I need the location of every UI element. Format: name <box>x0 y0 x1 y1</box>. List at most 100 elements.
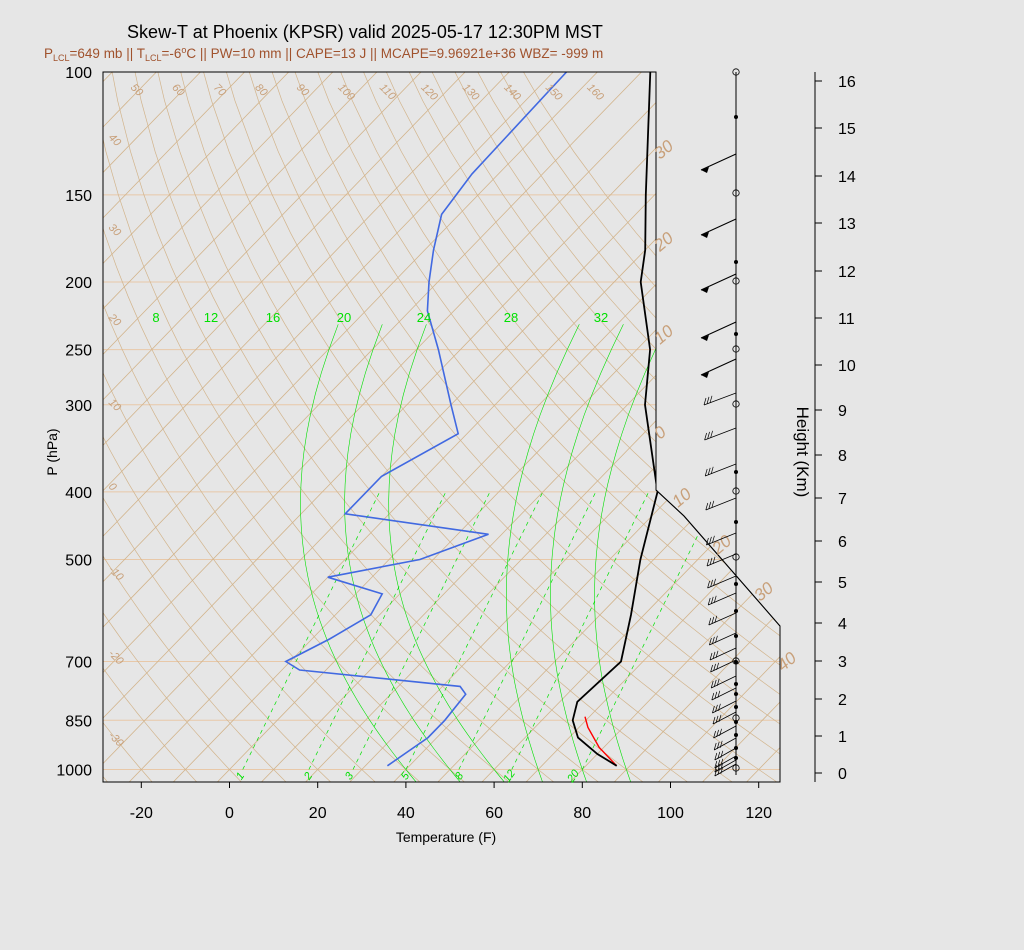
wind-barb-flag <box>707 580 710 589</box>
wind-barb-flag <box>708 617 712 626</box>
mixing-ratio-line <box>308 491 447 770</box>
isotherm-line <box>103 72 761 782</box>
wind-barb <box>706 532 737 546</box>
wind-barb <box>700 218 737 236</box>
moist-adiabat <box>550 324 624 782</box>
wind-barb-flag <box>716 678 720 686</box>
mixing-ratio-bottom-label: 1 <box>234 770 247 782</box>
wind-barb <box>704 427 737 441</box>
pressure-tick-label: 200 <box>65 275 92 292</box>
isotherm-line <box>965 40 1024 784</box>
wind-level-dot <box>734 582 738 586</box>
wind-barb-flag <box>712 716 716 725</box>
pressure-tick-label: 300 <box>65 398 92 415</box>
wind-barb-flag <box>711 500 715 508</box>
dry-adiabat <box>393 72 780 782</box>
dry-adiabat <box>103 72 289 782</box>
wind-level-circle <box>732 553 740 561</box>
dry-adiabat <box>0 40 20 784</box>
wind-barb-flag <box>704 468 708 477</box>
isotherm-line <box>103 72 365 782</box>
isotherm-line <box>523 72 780 782</box>
wind-barb <box>711 675 737 689</box>
wind-level-dot <box>734 470 738 474</box>
wind-barb-flag <box>706 558 710 567</box>
wind-barb-flag <box>709 395 713 403</box>
wind-barb-flag <box>712 636 715 644</box>
isotherm-line <box>1009 40 1024 784</box>
wind-level-circle <box>732 189 740 197</box>
dry-adiabat <box>305 72 780 782</box>
wind-barb-pennant <box>701 372 709 378</box>
wind-level-dot <box>734 634 738 638</box>
x-tick-label: 0 <box>225 805 234 822</box>
wind-barb-pennant <box>701 287 709 293</box>
mixing-ratio-top-label: 12 <box>204 310 218 325</box>
wind-barb-flag <box>717 690 721 698</box>
wind-barb <box>712 700 737 714</box>
wind-level-circle <box>732 277 740 285</box>
wind-barbs <box>700 68 740 777</box>
wind-barb-flag <box>705 502 709 511</box>
wind-barb-flag <box>710 579 713 587</box>
mixing-ratio-bottom-label: 12 <box>501 768 518 785</box>
mixing-ratio-top-label: 20 <box>337 310 351 325</box>
mixing-ratio-line <box>352 491 491 770</box>
pressure-tick-label: 400 <box>65 485 92 502</box>
dry-adiabat <box>103 72 200 782</box>
wind-barb-flag <box>713 578 716 586</box>
plot-frame <box>102 71 781 783</box>
wind-level-circle <box>732 487 740 495</box>
wind-barb-flag <box>718 714 722 722</box>
wind-barb-flag <box>719 740 723 748</box>
y-axis-label: P (hPa) <box>44 428 60 475</box>
wind-barb-flag <box>715 704 718 712</box>
wind-barb-flag <box>717 763 721 771</box>
isotherm-line <box>611 72 780 782</box>
wind-barb-flag <box>716 662 719 670</box>
wind-barb <box>713 725 737 739</box>
dry-adiabat <box>103 72 334 782</box>
wind-barb <box>708 592 737 606</box>
wind-level-circle <box>732 714 740 722</box>
pressure-tick-label: 500 <box>65 553 92 570</box>
pressure-tick-label: 250 <box>65 343 92 360</box>
dry-adiabat <box>349 72 780 782</box>
wind-barb-flag <box>708 501 712 509</box>
wind-level-dot <box>734 733 738 737</box>
wind-barb-pennant <box>701 335 709 341</box>
wind-level-circle <box>732 657 740 665</box>
x-tick-label: 100 <box>657 805 684 822</box>
mixing-ratio-top-label: 16 <box>266 310 280 325</box>
isotherm-line <box>103 72 585 782</box>
dry-adiabat <box>238 72 780 782</box>
isotherm-line <box>258 72 780 782</box>
moist-adiabat <box>300 324 419 782</box>
wind-barb-flag <box>715 715 719 723</box>
isotherm-line <box>103 72 232 782</box>
pressure-tick-label: 100 <box>65 65 92 82</box>
wind-barb-flag <box>710 430 713 438</box>
dry-adiabat <box>283 72 780 782</box>
wind-barb <box>710 659 737 673</box>
chart-subtitle: PLCL=649 mb || TLCL=-6oC || PW=10 mm || … <box>44 45 603 63</box>
mixing-ratio-line <box>511 491 649 770</box>
height-tick-label: 8 <box>838 448 847 465</box>
mixing-ratio-line <box>242 491 380 770</box>
wind-barb-flag <box>720 762 724 770</box>
moist-adiabat <box>506 324 580 782</box>
wind-level-dot <box>734 705 738 709</box>
wind-level-dot <box>734 260 738 264</box>
mixing-ratio-top-label: 32 <box>594 310 608 325</box>
dry-adiabat <box>0 40 65 784</box>
x-tick-label: 80 <box>573 805 591 822</box>
dry-adiabat <box>150 72 692 782</box>
height-tick-label: 11 <box>838 311 855 328</box>
height-tick-label: 2 <box>838 692 847 709</box>
height-tick-label: 12 <box>838 264 856 281</box>
wind-barb <box>709 632 737 646</box>
isotherm-line <box>479 72 780 782</box>
isotherm-line <box>655 72 780 782</box>
